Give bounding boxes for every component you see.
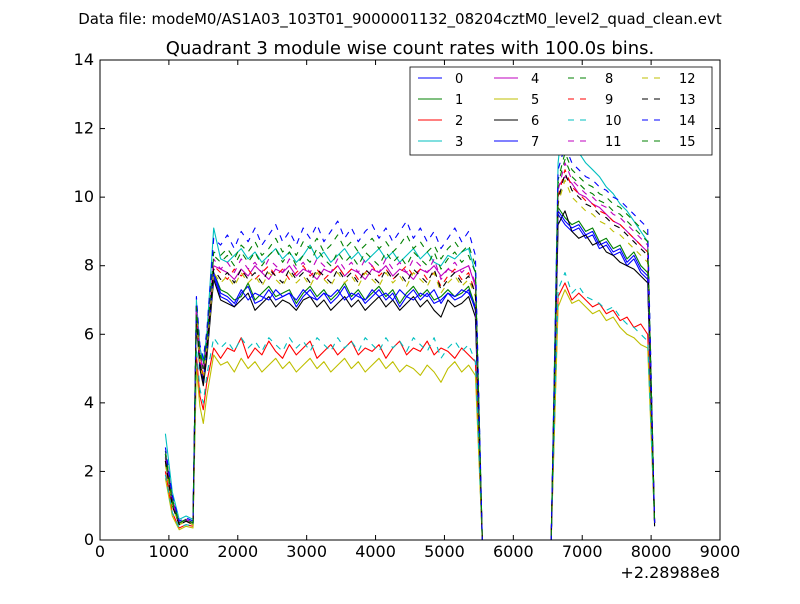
y-tick-label: 4 bbox=[84, 393, 94, 412]
series-line-11 bbox=[164, 162, 656, 541]
x-tick-label: 2000 bbox=[217, 542, 258, 561]
x-tick-label: 3000 bbox=[286, 542, 327, 561]
series-line-14 bbox=[164, 145, 656, 541]
series-line-15 bbox=[164, 158, 656, 541]
y-tick-label: 10 bbox=[74, 187, 94, 206]
series-line-8 bbox=[164, 152, 656, 541]
series-line-2 bbox=[164, 282, 656, 541]
legend-label-0: 0 bbox=[455, 72, 463, 87]
legend-label-12: 12 bbox=[679, 72, 696, 87]
x-tick-label: 4000 bbox=[355, 542, 396, 561]
figure-suptitle: Data file: modeM0/AS1A03_103T01_90000011… bbox=[78, 10, 722, 29]
series-line-1 bbox=[164, 206, 656, 541]
legend-label-4: 4 bbox=[531, 72, 539, 87]
y-tick-label: 8 bbox=[84, 256, 94, 275]
x-tick-label: 5000 bbox=[424, 542, 465, 561]
legend-label-7: 7 bbox=[531, 135, 539, 150]
series-layer bbox=[164, 97, 656, 541]
x-tick-label: 7000 bbox=[562, 542, 603, 561]
x-offset-label: +2.28988e8 bbox=[620, 563, 720, 582]
legend-label-14: 14 bbox=[679, 114, 696, 129]
legend-label-5: 5 bbox=[531, 93, 539, 108]
legend-label-9: 9 bbox=[605, 93, 613, 108]
x-tick-label: 1000 bbox=[149, 542, 190, 561]
series-line-6 bbox=[164, 210, 656, 541]
series-line-0 bbox=[164, 213, 656, 541]
legend-label-2: 2 bbox=[455, 114, 463, 129]
series-line-3 bbox=[164, 97, 656, 541]
y-tick-label: 0 bbox=[84, 530, 94, 549]
legend-label-8: 8 bbox=[605, 72, 613, 87]
series-line-7 bbox=[164, 210, 656, 541]
y-tick-label: 6 bbox=[84, 324, 94, 343]
x-tick-label: 6000 bbox=[493, 542, 534, 561]
series-line-4 bbox=[164, 176, 656, 541]
series-line-12 bbox=[164, 179, 656, 541]
legend-label-6: 6 bbox=[531, 114, 539, 129]
legend-label-11: 11 bbox=[605, 135, 622, 150]
series-line-10 bbox=[164, 272, 656, 541]
x-tick-label: 0 bbox=[95, 542, 105, 561]
legend-label-10: 10 bbox=[605, 114, 622, 129]
y-tick-label: 2 bbox=[84, 461, 94, 480]
axis-layer: 0 1000 2000 3000 4000 5000 6000 7000 8000 9000 0 2 4… bbox=[74, 50, 741, 561]
plot-frame bbox=[99, 59, 721, 541]
series-line-13 bbox=[164, 172, 656, 541]
x-tick-label: 9000 bbox=[700, 542, 741, 561]
legend-label-13: 13 bbox=[679, 93, 696, 108]
legend-box bbox=[409, 66, 713, 156]
y-tick-label: 12 bbox=[74, 119, 94, 138]
legend-label-1: 1 bbox=[455, 93, 463, 108]
legend-label-15: 15 bbox=[679, 135, 696, 150]
chart-title: Quadrant 3 module wise count rates with … bbox=[166, 38, 655, 59]
y-tick-label: 14 bbox=[74, 50, 94, 69]
legend-label-3: 3 bbox=[455, 135, 463, 150]
x-tick-label: 8000 bbox=[631, 542, 672, 561]
series-line-5 bbox=[164, 289, 656, 541]
